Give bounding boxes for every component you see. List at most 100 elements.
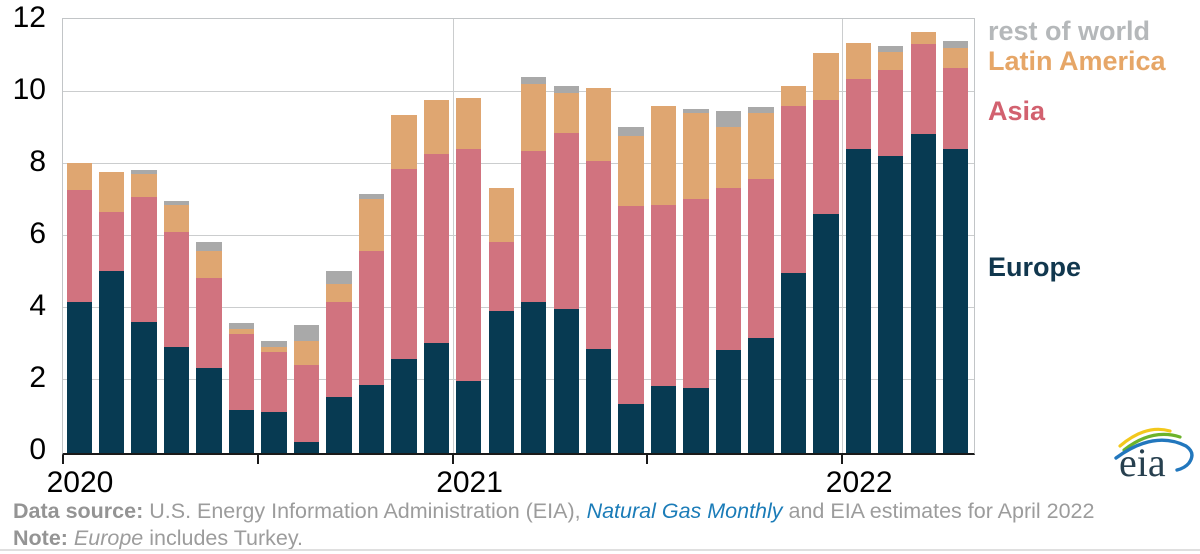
bar-segment-europe-nov-2020: [391, 359, 417, 453]
bar-segment-asia-jun-2021: [618, 206, 644, 405]
legend-item-europe: Europe: [988, 252, 1082, 282]
bar-segment-latin-america-jan-2021: [456, 98, 482, 149]
bar-segment-rest-of-world-jul-2020: [261, 341, 287, 347]
bar-segment-rest-of-world-sep-2020: [326, 271, 352, 284]
bar-segment-rest-of-world-may-2020: [196, 242, 222, 252]
bar-segment-rest-of-world-mar-2020: [131, 170, 157, 174]
bar-segment-latin-america-jul-2021: [650, 105, 677, 205]
bar-segment-rest-of-world-apr-2020: [163, 201, 190, 205]
bar-segment-europe-jun-2020: [228, 409, 255, 453]
eia-logo-blue-arc: [1114, 438, 1194, 472]
bar-segment-europe-mar-2022: [910, 134, 936, 453]
bar-segment-europe-may-2021: [585, 348, 612, 453]
bar-segment-europe-mar-2020: [131, 321, 157, 453]
bar-segment-asia-mar-2022: [910, 44, 936, 135]
y-axis: 0 2 4 6 8 10 12: [0, 3, 52, 465]
bar-segment-asia-jul-2020: [261, 352, 287, 412]
bar-segment-europe-apr-2020: [163, 346, 190, 453]
legend-item-rest-of-world: rest of world: [988, 16, 1151, 46]
bar-segment-latin-america-feb-2020: [99, 172, 125, 212]
x-axis: 2020 2021 2022: [47, 455, 974, 505]
y-tick-label-10: 10: [12, 73, 46, 106]
bar-segment-latin-america-jan-2022: [845, 42, 872, 79]
gridline-year-boundary-2022: [842, 19, 844, 453]
bar-segment-rest-of-world-oct-2021: [748, 107, 774, 113]
bar-segment-asia-jan-2022: [845, 78, 872, 149]
bar-segment-asia-may-2020: [196, 278, 222, 369]
eia-logo-text: eia: [1119, 440, 1166, 484]
bar-segment-europe-aug-2021: [683, 388, 709, 453]
bar-segment-europe-apr-2022: [943, 148, 969, 453]
bar-segment-europe-aug-2020: [293, 442, 320, 453]
bar-segment-europe-dec-2020: [423, 343, 449, 453]
eia-logo-green-arc: [1122, 432, 1182, 452]
plot-area: [62, 18, 975, 455]
bar-segment-asia-jan-2021: [456, 148, 482, 381]
bar-segment-latin-america-jun-2020: [228, 328, 255, 335]
bar-segment-europe-jul-2020: [261, 411, 287, 453]
bar-segment-asia-mar-2021: [521, 150, 547, 302]
note-rest: includes Turkey.: [143, 526, 303, 550]
bar-segment-rest-of-world-oct-2020: [358, 193, 385, 200]
bar-segment-europe-mar-2021: [521, 301, 547, 453]
bar-segment-latin-america-apr-2022: [943, 48, 969, 68]
bar-segment-asia-apr-2020: [163, 231, 190, 347]
bar-segment-asia-mar-2020: [131, 197, 157, 322]
x-tick-mid-6: [256, 455, 259, 464]
bar-segment-europe-apr-2021: [553, 309, 579, 453]
bottom-divider: [0, 549, 1200, 551]
x-tick-label-2021: 2021: [436, 466, 503, 499]
note-label: Note:: [13, 526, 68, 550]
data-source-label: Data source:: [13, 499, 144, 523]
natural-gas-monthly-link[interactable]: Natural Gas Monthly: [586, 499, 783, 523]
legend: rest of world Latin America Asia Europe: [988, 16, 1198, 316]
bar-segment-latin-america-nov-2021: [780, 85, 807, 106]
bar-segment-asia-sep-2021: [715, 188, 742, 351]
bar-segment-rest-of-world-apr-2021: [553, 85, 579, 93]
footer-line-note: Note: Europe includes Turkey.: [13, 525, 1193, 552]
bar-segment-asia-nov-2020: [391, 168, 417, 360]
bar-segment-asia-apr-2021: [553, 132, 579, 309]
bar-segment-latin-america-may-2020: [196, 251, 222, 279]
bar-segment-rest-of-world-mar-2021: [521, 76, 547, 84]
bar-segment-rest-of-world-sep-2021: [715, 111, 742, 128]
bar-segment-rest-of-world-jun-2021: [618, 127, 644, 137]
gridline-horizontal-6: [63, 235, 974, 236]
eia-logo: eia: [1106, 420, 1198, 485]
data-source-rest: and EIA estimates for April 2022: [782, 499, 1095, 523]
bar-segment-europe-sep-2021: [715, 350, 742, 453]
bar-segment-latin-america-oct-2021: [748, 112, 774, 180]
gridline-year-boundary-2021: [452, 19, 454, 453]
bar-segment-asia-aug-2020: [293, 364, 320, 443]
x-tick-label-2022: 2022: [825, 466, 893, 499]
x-tick-2022: [841, 455, 844, 464]
bar-segment-asia-jun-2020: [228, 334, 255, 410]
bar-segment-rest-of-world-aug-2020: [293, 325, 320, 342]
bar-segment-latin-america-mar-2022: [910, 31, 936, 45]
gridline-horizontal-4: [63, 307, 974, 308]
bar-segment-asia-feb-2020: [99, 211, 125, 272]
bar-segment-rest-of-world-feb-2022: [878, 46, 904, 52]
bar-segment-europe-oct-2020: [358, 384, 385, 453]
bar-segment-latin-america-dec-2021: [813, 53, 839, 101]
legend-item-asia: Asia: [988, 96, 1046, 126]
bar-segment-europe-dec-2021: [813, 213, 839, 453]
bar-segment-latin-america-mar-2020: [131, 174, 157, 198]
footer-line-data-source: Data source: U.S. Energy Information Adm…: [13, 498, 1193, 525]
bar-segment-asia-may-2021: [585, 161, 612, 349]
bar-segment-latin-america-apr-2021: [553, 93, 579, 133]
bar-segment-asia-nov-2021: [780, 105, 807, 273]
bar-segment-europe-feb-2022: [878, 156, 904, 453]
bar-segment-latin-america-feb-2022: [878, 51, 904, 70]
bar-segment-latin-america-sep-2021: [715, 127, 742, 189]
bar-segment-asia-dec-2020: [423, 154, 449, 344]
bar-segment-latin-america-may-2021: [585, 87, 612, 162]
gridline-horizontal-10: [63, 91, 974, 92]
gridline-horizontal-2: [63, 379, 974, 380]
footer-note: Data source: U.S. Energy Information Adm…: [13, 498, 1193, 552]
bar-segment-latin-america-jan-2020: [66, 163, 92, 191]
bar-segment-rest-of-world-apr-2022: [943, 40, 969, 48]
bar-segment-europe-jun-2021: [618, 404, 644, 453]
y-tick-label-0: 0: [29, 433, 46, 466]
